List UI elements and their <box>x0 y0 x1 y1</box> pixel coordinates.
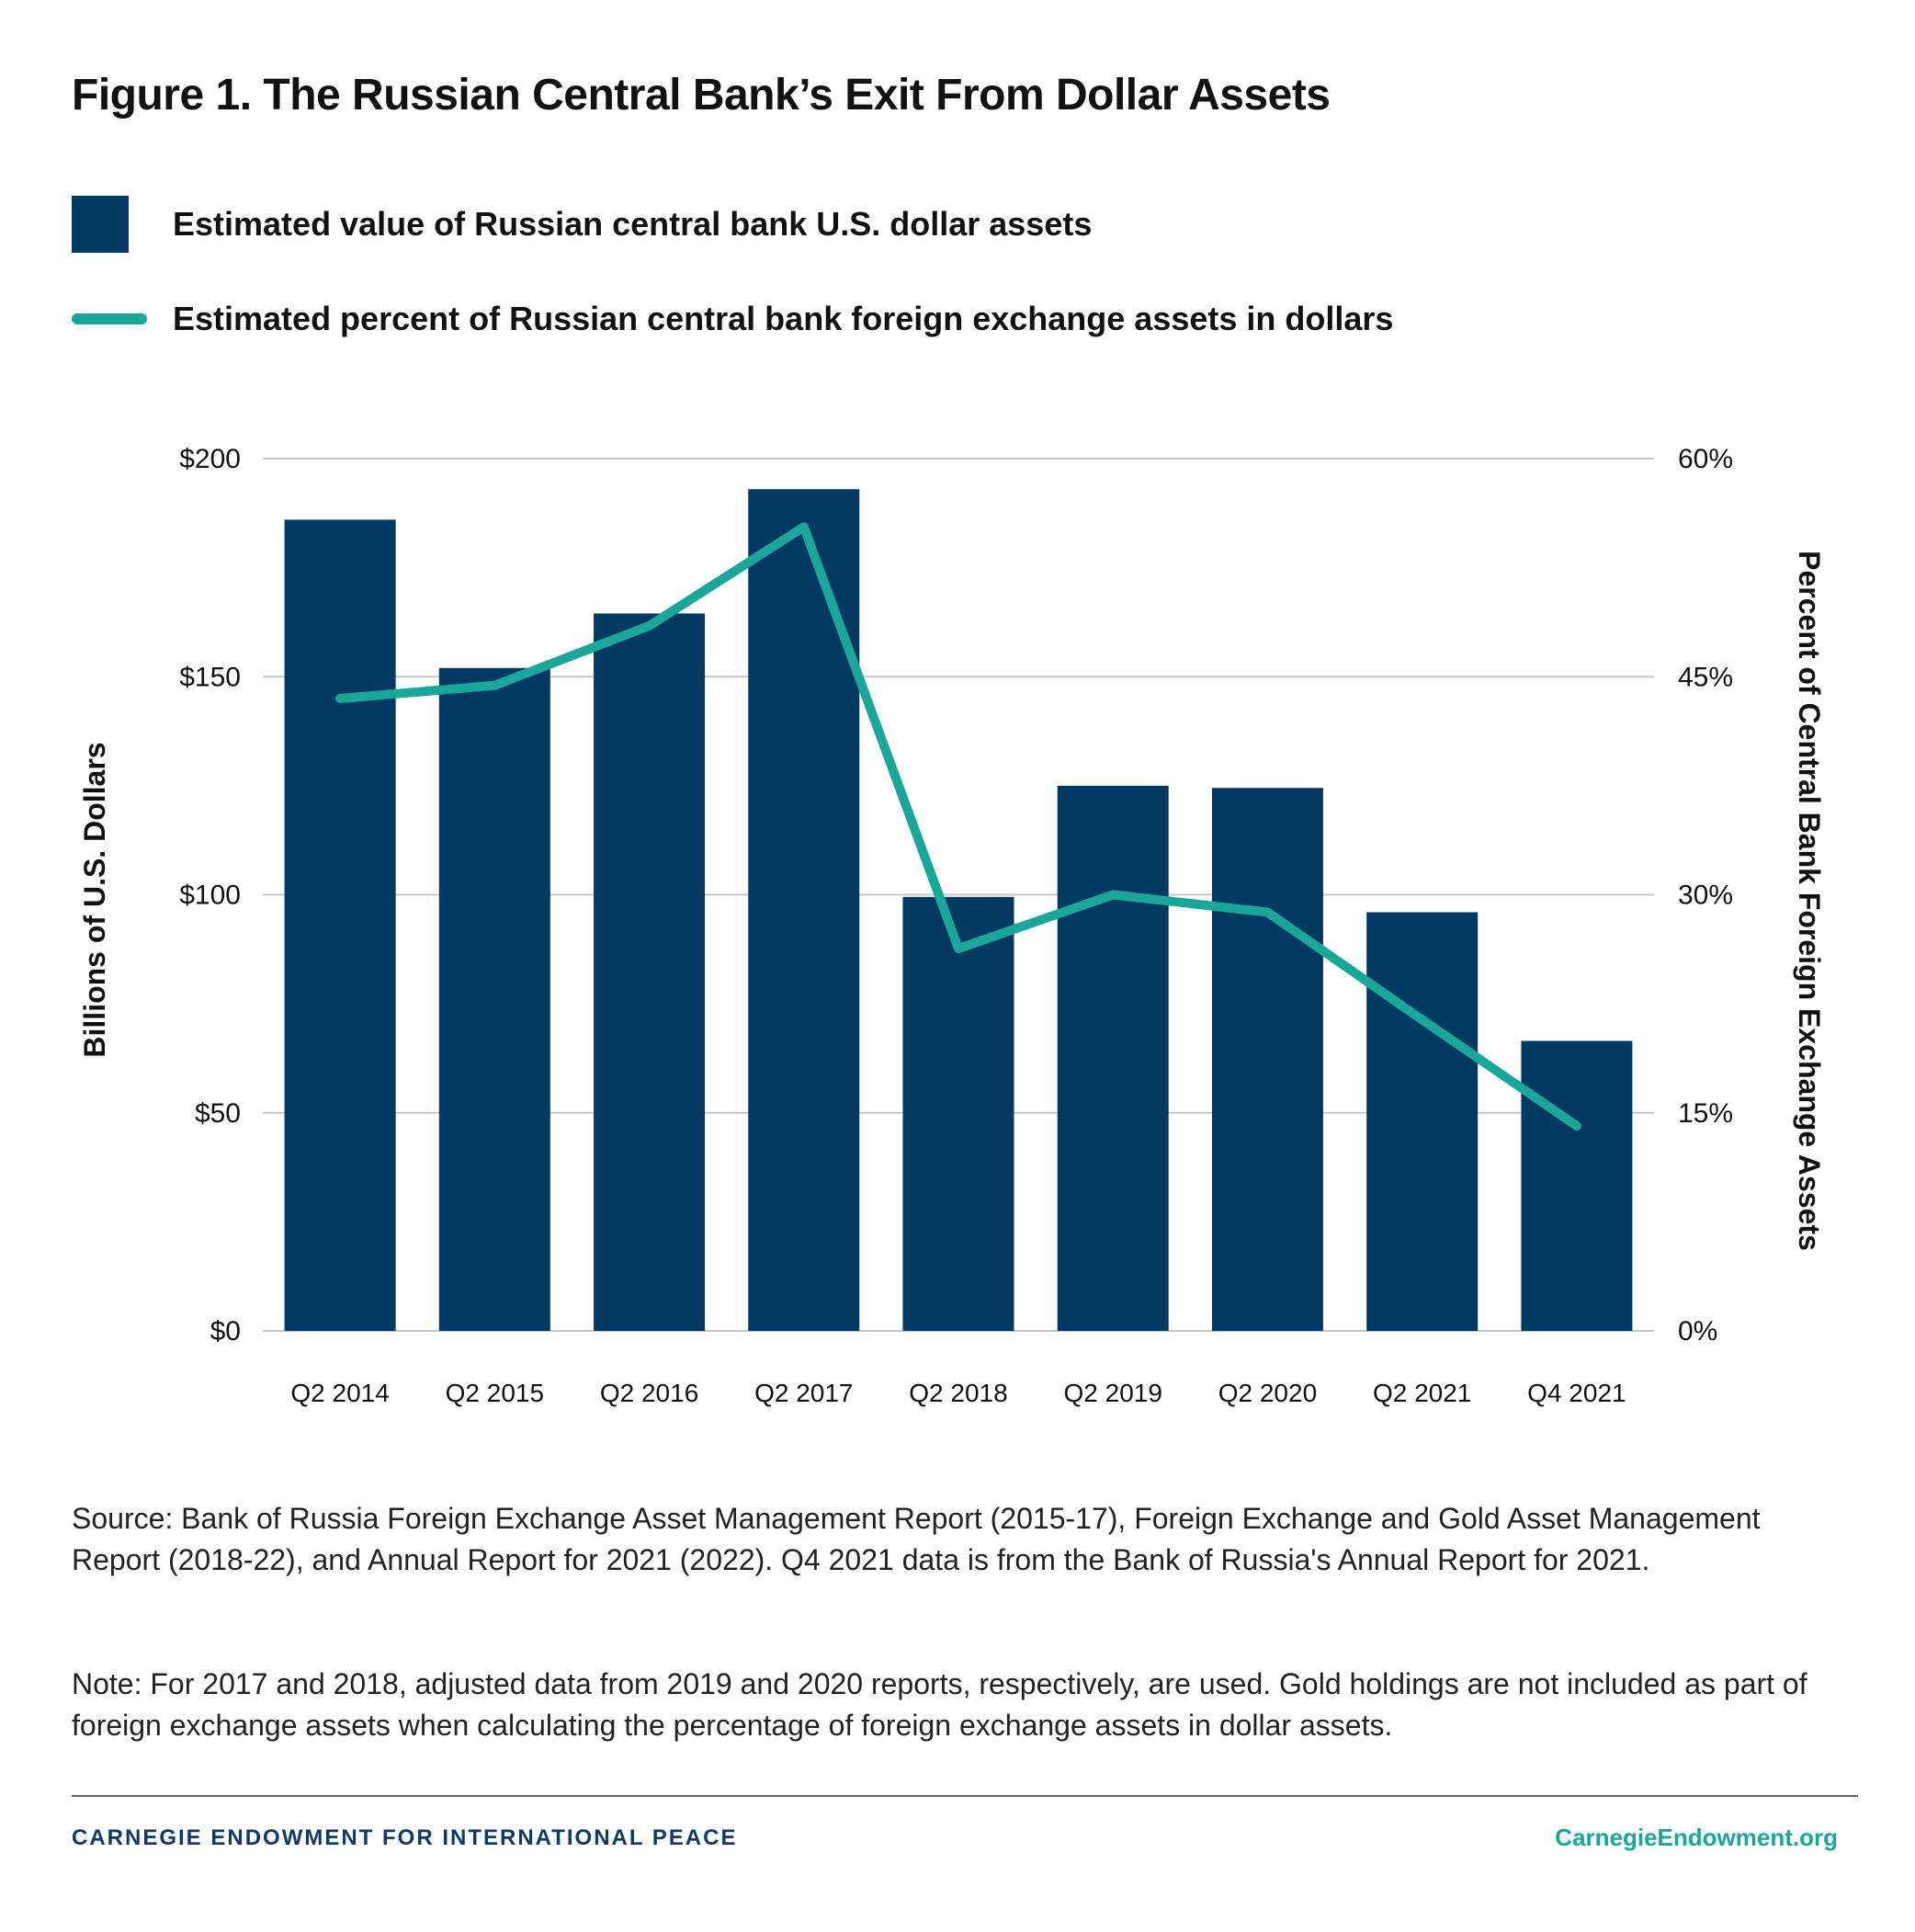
x-tick-label: Q2 2014 <box>290 1379 389 1407</box>
x-tick-label: Q2 2015 <box>446 1379 544 1407</box>
y-tick-label-left: $150 <box>179 662 241 692</box>
bar <box>594 613 706 1331</box>
y-tick-label-right: 30% <box>1678 881 1733 911</box>
x-axis-labels: Q2 2014 Q2 2015 Q2 2016 Q2 2017 Q2 2018 Q2 20… <box>290 1379 1626 1407</box>
line-point <box>1266 911 1269 914</box>
line-point <box>493 684 496 687</box>
y-tick-label-left: $0 <box>210 1316 241 1347</box>
footer-link[interactable]: CarnegieEndowment.org <box>1555 1824 1838 1851</box>
y-axis-title-left: Billions of U.S. Dollars <box>78 742 111 1057</box>
combo-chart: $0 $50 $100 $150 $200 0% 15% 30% 45% 60% Q2 2014… <box>78 444 1826 1407</box>
bar-series <box>284 489 1633 1331</box>
bar <box>1366 912 1479 1331</box>
left-axis-ticks: $0 $50 $100 $150 $200 <box>179 444 241 1347</box>
line-point <box>648 624 651 627</box>
y-axis-title-right: Percent of Central Bank Foreign Exchange… <box>1793 551 1826 1251</box>
source-note: Source: Bank of Russia Foreign Exchange … <box>72 1502 1761 1576</box>
right-axis-ticks: 0% 15% 30% 45% 60% <box>1678 444 1733 1347</box>
y-tick-label-right: 0% <box>1678 1316 1717 1347</box>
x-tick-label: Q2 2017 <box>754 1379 853 1407</box>
line-series <box>335 522 1581 1131</box>
bar <box>902 896 1014 1331</box>
legend-label-bars: Estimated value of Russian central bank … <box>173 205 1093 243</box>
x-tick-label: Q4 2021 <box>1527 1379 1626 1407</box>
x-tick-label: Q2 2018 <box>909 1379 1007 1407</box>
bar <box>1211 788 1323 1331</box>
legend-swatch-line <box>72 313 147 324</box>
x-tick-label: Q2 2019 <box>1064 1379 1162 1407</box>
y-tick-label-right: 45% <box>1678 662 1733 692</box>
line-point <box>1421 1018 1423 1021</box>
bar <box>1057 785 1169 1331</box>
y-tick-label-left: $100 <box>179 881 241 911</box>
line-point <box>1575 1124 1578 1127</box>
legend-item-bars: Estimated value of Russian central bank … <box>72 196 1092 253</box>
legend-label-line: Estimated percent of Russian central ban… <box>173 300 1394 337</box>
y-tick-label-right: 15% <box>1678 1098 1733 1129</box>
chart-title: Figure 1. The Russian Central Bank’s Exi… <box>72 71 1331 119</box>
footer-brand: CARNEGIE ENDOWMENT FOR INTERNATIONAL PEA… <box>72 1825 738 1850</box>
x-tick-label: Q2 2020 <box>1218 1379 1317 1407</box>
footer-divider <box>72 1795 1858 1797</box>
y-tick-label-left: $200 <box>179 444 241 474</box>
legend-swatch-bars <box>72 196 129 253</box>
line-point <box>802 526 805 528</box>
bar <box>284 519 396 1331</box>
line-point <box>958 948 959 950</box>
line-point <box>1112 893 1115 896</box>
bar <box>438 667 550 1331</box>
x-tick-label: Q2 2016 <box>600 1379 698 1407</box>
bar <box>748 489 860 1331</box>
bar <box>1521 1040 1633 1331</box>
method-note: Note: For 2017 and 2018, adjusted data f… <box>72 1667 1807 1742</box>
x-tick-label: Q2 2021 <box>1373 1379 1471 1407</box>
y-tick-label-left: $50 <box>195 1098 241 1129</box>
line-point <box>339 697 342 699</box>
y-tick-label-right: 60% <box>1678 444 1733 474</box>
legend-item-line: Estimated percent of Russian central ban… <box>72 300 1393 338</box>
